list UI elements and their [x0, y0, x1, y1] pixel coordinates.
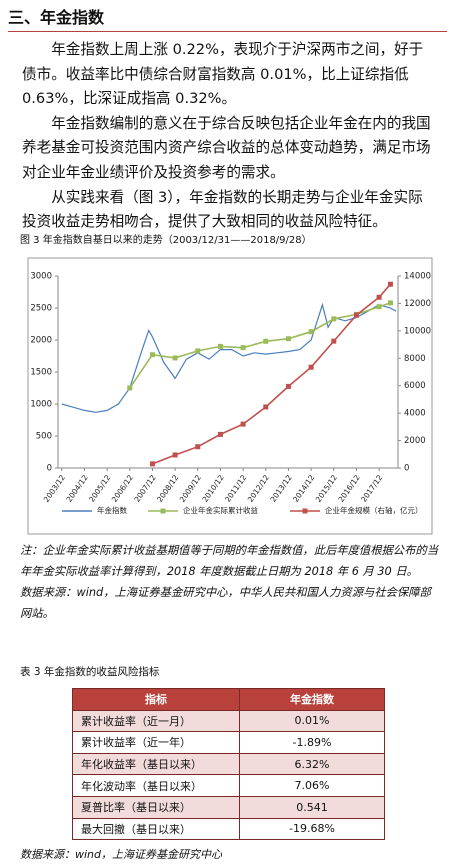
y-tick-label: 3000 [30, 272, 52, 282]
x-tick-label: 2011/12 [223, 473, 248, 504]
series-marker [195, 348, 201, 354]
series-marker [285, 383, 291, 389]
chart-frame [27, 257, 433, 535]
series-marker [308, 364, 314, 370]
y-tick-label: 0 [47, 464, 52, 474]
table-cell: 7.06% [239, 774, 385, 797]
table-cell: 年化波动率（基日以来） [72, 774, 240, 797]
series-marker [263, 338, 269, 344]
series-marker [263, 404, 269, 410]
y-tick-label: 1500 [30, 368, 52, 378]
series-marker [387, 281, 393, 287]
table-cell: 0.01% [239, 709, 385, 733]
series-marker [172, 355, 178, 361]
series-marker [387, 300, 393, 306]
section-heading: 三、年金指数 [8, 4, 447, 32]
series-marker [217, 431, 223, 437]
table-row: 年化波动率（基日以来） 7.06% [72, 774, 385, 797]
series-marker [240, 421, 246, 427]
table-row: 夏普比率（基日以来） 0.541 [72, 795, 385, 819]
series-line [152, 283, 392, 465]
legend-marker [302, 508, 308, 514]
series-marker [149, 461, 155, 467]
header-cell: 指标 [72, 688, 240, 711]
y2-tick-label: 2000 [404, 436, 426, 446]
y-tick-label: 1000 [30, 400, 52, 410]
legend-label: 年金指数 [97, 505, 127, 515]
paragraph: 年金指数编制的意义在于综合反映包括企业年金在内的我国养老基金可投资范围内资产综合… [22, 114, 431, 181]
table-row: 最大回撤（基日以来） -19.68% [72, 817, 385, 841]
series-marker [127, 385, 133, 391]
table-row: 累计收益率（近一月） 0.01% [72, 709, 385, 733]
x-tick-label: 2004/12 [64, 473, 89, 504]
x-tick-label: 2017/12 [359, 473, 384, 504]
series-marker [285, 336, 291, 342]
y-tick-label: 2500 [30, 304, 52, 314]
x-tick-label: 2016/12 [336, 473, 361, 504]
y2-tick-label: 10000 [404, 326, 431, 336]
table-cell: 年化收益率（基日以来） [72, 752, 240, 776]
x-tick-label: 2015/12 [314, 473, 339, 504]
series-marker [376, 294, 382, 300]
notes: 注：企业年金实际累计收益基期值等于同期的年金指数值，此后年度值根据公布的当年年金… [20, 540, 438, 624]
series-marker [308, 329, 314, 335]
series-line [129, 302, 391, 389]
y2-tick-label: 4000 [404, 409, 426, 419]
series-line [61, 302, 397, 413]
legend-label: 企业年金规模（右轴，亿元） [325, 505, 423, 515]
table: 指标 年金指数 累计收益率（近一月） 0.01% 累计收益率（近一年） -1.89% 年… [72, 688, 385, 841]
series-marker [331, 338, 337, 344]
y-tick-label: 500 [36, 432, 52, 442]
x-tick-label: 2010/12 [200, 473, 225, 504]
table-row: 累计收益率（近一年） -1.89% [72, 731, 385, 754]
x-tick-label: 2012/12 [246, 473, 271, 504]
x-tick-label: 2007/12 [132, 473, 157, 504]
paragraph: 从实践来看（图 3），年金指数的长期走势与企业年金实际投资收益走势相吻合，提供了… [22, 188, 423, 231]
x-tick-label: 2005/12 [87, 473, 112, 504]
legend-label: 企业年金实际累计收益 [183, 505, 258, 515]
series-marker [376, 304, 382, 310]
note: 注：企业年金实际累计收益基期值等于同期的年金指数值，此后年度值根据公布的当年年金… [20, 544, 438, 578]
source: 数据来源：wind，上海证券基金研究中心 [20, 848, 223, 861]
table-cell: 最大回撤（基日以来） [72, 817, 240, 841]
y2-tick-label: 6000 [404, 381, 426, 391]
table-cell: 6.32% [239, 752, 385, 776]
table-cell: 累计收益率（近一年） [72, 731, 240, 754]
series-marker [217, 343, 223, 349]
legend-marker [160, 508, 166, 514]
series-marker [331, 316, 337, 322]
x-tick-label: 2013/12 [268, 473, 293, 504]
series-marker [353, 312, 359, 318]
series-marker [149, 352, 155, 358]
x-tick-label: 2014/12 [291, 473, 316, 504]
figure-caption: 图 3 年金指数自基日以来的走势（2003/12/31——2018/9/28） [20, 235, 312, 246]
table-row: 年化收益率（基日以来） 6.32% [72, 752, 385, 776]
table-caption: 表 3 年金指数的收益风险指标 [20, 666, 160, 678]
table-cell: 夏普比率（基日以来） [72, 795, 240, 819]
y2-tick-label: 8000 [404, 354, 426, 364]
paragraph: 年金指数上周上涨 0.22%，表现介于沪深两市之间，好于债市。收益率比中债综合财… [22, 41, 424, 108]
y-tick-label: 2000 [30, 336, 52, 346]
y2-tick-label: 14000 [404, 272, 431, 282]
table-header: 指标 年金指数 [72, 688, 385, 711]
x-tick-label: 2009/12 [178, 473, 203, 504]
table-cell: 0.541 [239, 795, 385, 819]
y2-tick-label: 0 [404, 464, 409, 474]
x-tick-label: 2006/12 [110, 473, 135, 504]
x-tick-label: 2008/12 [155, 473, 180, 504]
table-cell: 累计收益率（近一月） [72, 709, 240, 733]
series-marker [172, 452, 178, 458]
table-cell: -19.68% [239, 817, 385, 841]
header-cell: 年金指数 [239, 688, 385, 711]
series-marker [195, 444, 201, 450]
table-cell: -1.89% [239, 731, 385, 754]
y2-tick-label: 12000 [404, 299, 431, 309]
note: 数据来源：wind，上海证券基金研究中心，中华人民共和国人力资源与社会保障部网站… [20, 586, 431, 620]
x-tick-label: 2003/12 [42, 473, 67, 504]
series-marker [240, 345, 246, 351]
chart: 0 500 1000 1500 2000 2500 3000 0 2000 4000 6000 800… [27, 257, 433, 535]
body-text: 年金指数上周上涨 0.22%，表现介于沪深两市之间，好于债市。收益率比中债综合财… [22, 38, 434, 235]
